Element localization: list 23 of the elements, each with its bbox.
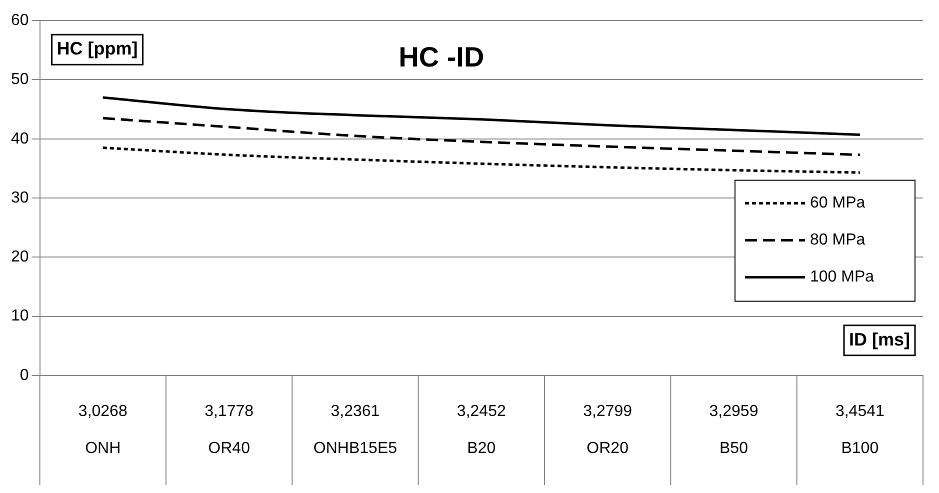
- text: HC -ID: [398, 41, 484, 72]
- line-series: [102, 96, 862, 136]
- legend-label: 100 MPa: [810, 268, 874, 286]
- category-label: 3,4541 B100: [835, 403, 884, 458]
- legend-label: 80 MPa: [810, 232, 866, 249]
- category-label: 3,2799 OR20: [583, 403, 632, 458]
- y-tick-label: 30: [11, 189, 29, 206]
- category-label: 3,1778 OR40: [204, 403, 254, 458]
- y-tick-label: 40: [11, 130, 29, 148]
- category-label: 3,2959 B50: [709, 403, 758, 458]
- y-tick-label: 20: [11, 248, 29, 266]
- y-axis-title: HC [ppm]: [56, 38, 138, 59]
- category-label: 3,0268 ONH: [78, 403, 128, 458]
- y-tick-label: 50: [11, 71, 29, 88]
- line-series: [102, 116, 862, 156]
- y-tick-label: 0: [20, 366, 29, 384]
- y-tick-label: 10: [11, 308, 29, 325]
- line-series: [102, 146, 862, 174]
- y-tick-label: 60: [11, 12, 29, 30]
- category-label: 3,2361 ONHB15E5: [313, 403, 398, 458]
- category-label: 3,2452 B20: [456, 403, 506, 458]
- legend-label: 60 MPa: [810, 194, 866, 212]
- x-axis-title: ID [ms]: [848, 329, 910, 350]
